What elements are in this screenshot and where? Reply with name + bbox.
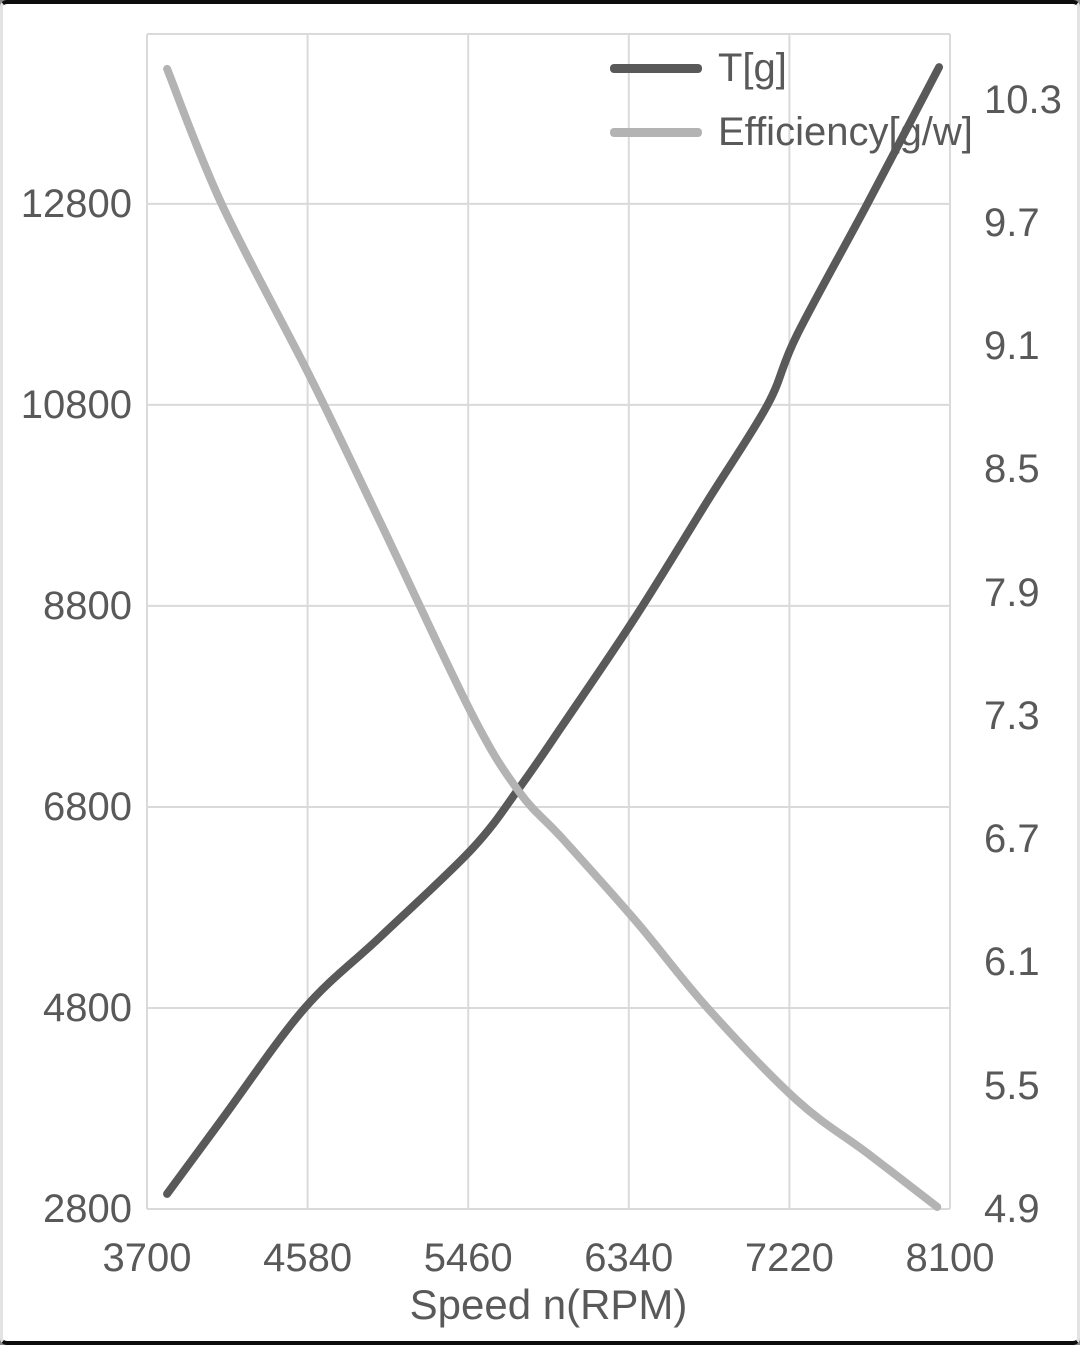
series-line-Efficiency[g/w] xyxy=(163,64,942,1211)
gridlines xyxy=(146,33,951,1210)
series-lines xyxy=(163,63,944,1211)
tick-label: 6340 xyxy=(584,1236,674,1280)
tick-label: 6.7 xyxy=(984,817,1040,862)
tick-label: 6.1 xyxy=(984,940,1040,985)
tick-label: 7.9 xyxy=(984,570,1040,615)
tick-label: 5460 xyxy=(423,1236,513,1280)
tick-label: 9.1 xyxy=(984,324,1040,369)
legend-item: Efficiency[g/w] xyxy=(610,104,973,160)
legend-item: T[g] xyxy=(610,40,973,96)
tick-label: 8100 xyxy=(905,1236,995,1280)
tick-label: 4.9 xyxy=(984,1187,1040,1231)
legend-swatch-line xyxy=(610,127,702,137)
tick-label: 12800 xyxy=(20,181,132,226)
tick-label: 6800 xyxy=(43,784,132,829)
tick-label: 10800 xyxy=(20,382,132,427)
tick-label: 7.3 xyxy=(984,693,1040,738)
series-line-T[g] xyxy=(163,63,944,1198)
legend-label: Efficiency[g/w] xyxy=(718,110,973,154)
tick-label: 5.5 xyxy=(984,1063,1040,1108)
tick-label: 8800 xyxy=(43,583,132,628)
tick-label: 4800 xyxy=(43,985,132,1030)
legend: T[g] Efficiency[g/w] xyxy=(610,40,973,160)
x-axis-title: Speed n(RPM) xyxy=(409,1281,688,1328)
tick-label: 10.3 xyxy=(984,77,1062,122)
legend-swatch-line xyxy=(610,63,702,73)
tick-label: 8.5 xyxy=(984,447,1040,492)
tick-label: 4580 xyxy=(263,1236,353,1280)
tick-label: 3700 xyxy=(102,1236,192,1280)
tick-label: 2800 xyxy=(43,1187,132,1231)
tick-label: 9.7 xyxy=(984,200,1040,245)
tick-label: 7220 xyxy=(744,1236,834,1280)
legend-label: T[g] xyxy=(718,46,787,90)
